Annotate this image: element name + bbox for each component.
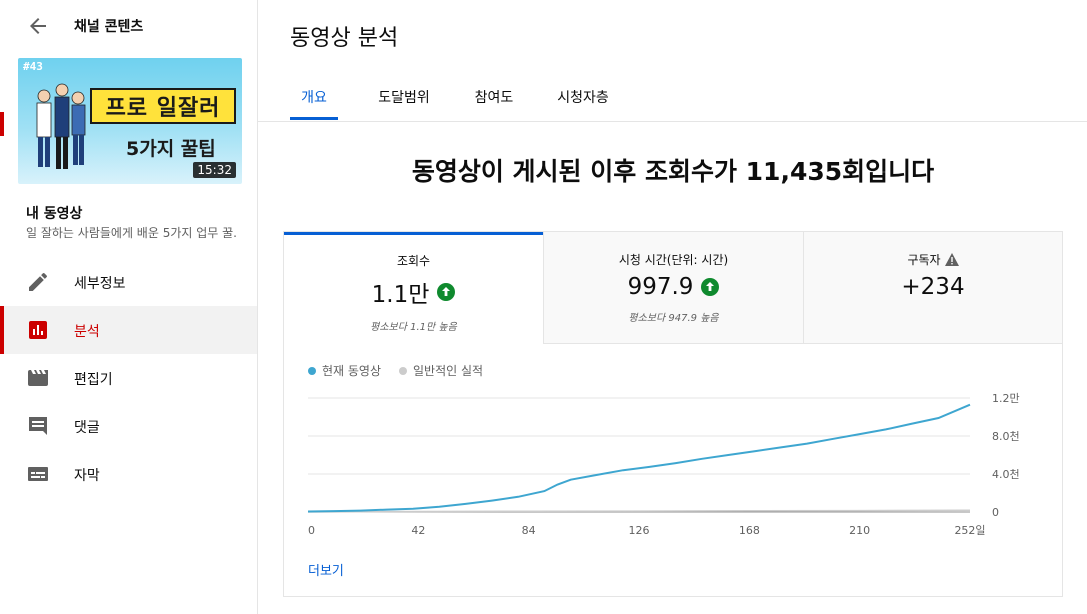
video-duration: 15:32 — [193, 162, 236, 178]
page-title: 동영상 분석 — [290, 26, 399, 51]
legend-dot-icon — [399, 366, 408, 375]
comment-icon — [29, 417, 47, 435]
video-description: 일 잘하는 사람들에게 배운 5가지 업무 꿀... — [26, 226, 236, 240]
edge-mark — [0, 112, 4, 136]
tab-bar: 개요 도달범위 참여도 시청자층 — [258, 78, 1087, 122]
y-tick-label: 1.2만 — [992, 392, 1020, 405]
metric-label: 조회수 — [396, 254, 431, 268]
metric-value: 1.1만 — [371, 282, 430, 308]
metric-views[interactable]: 조회수 1.1만 평소보다 1.1만 높음 — [284, 232, 543, 344]
metric-subscribers[interactable]: 구독자 +234 — [803, 232, 1062, 344]
tab-reach[interactable]: 도달범위 — [378, 90, 430, 106]
legend-item-current: 현재 동영상 — [308, 362, 381, 379]
legend-dot-icon — [308, 366, 316, 375]
y-tick-label: 8.0천 — [992, 429, 1020, 443]
clapper-icon — [28, 370, 48, 386]
sidebar-item-label: 세부정보 — [74, 276, 126, 292]
x-tick-label: 0 — [308, 524, 315, 537]
edge-mark — [0, 306, 4, 354]
warning-icon — [944, 253, 959, 266]
metric-value: +234 — [901, 274, 965, 300]
people-illustration-icon — [36, 83, 86, 169]
sidebar-item-analytics[interactable]: 분석 — [0, 306, 257, 354]
sidebar-item-label: 댓글 — [74, 420, 100, 436]
tab-engagement[interactable]: 참여도 — [474, 90, 514, 106]
trend-up-icon — [701, 278, 720, 296]
legend-label: 현재 동영상 — [322, 364, 382, 378]
metric-note: 평소보다 947.9 높음 — [628, 313, 719, 324]
sidebar-item-label: 편집기 — [74, 372, 113, 388]
tab-overview[interactable]: 개요 — [290, 78, 338, 120]
series-line-typical — [307, 509, 971, 513]
sidebar-item-subtitles[interactable]: 자막 — [0, 450, 257, 498]
y-tick-label: 4.0천 — [992, 467, 1020, 481]
metric-value-row: 1.1만 — [284, 275, 543, 309]
see-more-link[interactable]: 더보기 — [308, 564, 344, 579]
x-tick-label: 84 — [522, 524, 536, 537]
metric-label: 구독자 — [907, 253, 941, 267]
metric-watch-time[interactable]: 시청 시간(단위: 시간) 997.9 평소보다 947.9 높음 — [543, 232, 803, 344]
sidebar-item-details[interactable]: 세부정보 — [0, 258, 257, 306]
trend-up-icon — [437, 283, 456, 301]
x-tick-label: 42 — [411, 524, 425, 537]
metric-label: 시청 시간(단위: 시간) — [618, 253, 729, 267]
analytics-card: 조회수 1.1만 평소보다 1.1만 높음 시청 시간(단위: 시간) 997.… — [283, 231, 1063, 597]
pencil-icon — [29, 272, 47, 291]
sidebar-item-comments[interactable]: 댓글 — [0, 402, 257, 450]
metric-value: 997.9 — [627, 274, 694, 300]
thumbnail-subline: 5가지 꿀팁 — [126, 138, 216, 160]
legend-label: 일반적인 실적 — [413, 364, 484, 378]
x-tick-label: 126 — [629, 524, 650, 537]
metric-value-row: +234 — [804, 274, 1062, 300]
x-tick-label: 168 — [739, 524, 760, 537]
video-thumbnail[interactable]: #43 프로 일잘러 5가지 꿀팁 15:32 — [18, 58, 242, 184]
back-arrow-icon — [30, 18, 46, 34]
sidebar-item-label: 자막 — [74, 468, 100, 484]
x-tick-label: 210 — [849, 524, 870, 537]
sidebar-nav: 세부정보 분석 편집기 댓글 — [0, 258, 257, 498]
sidebar: 채널 콘텐츠 #43 프로 일잘러 5가지 꿀팁 15:32 내 동영상 일 잘… — [0, 0, 258, 614]
metric-value-row: 997.9 — [544, 274, 803, 300]
subtitles-icon — [28, 467, 48, 481]
sidebar-item-label: 분석 — [74, 324, 100, 340]
back-button[interactable] — [26, 12, 50, 40]
sidebar-title: 채널 콘텐츠 — [74, 19, 144, 35]
chart-legend: 현재 동영상 일반적인 실적 — [308, 362, 483, 379]
series-line-current — [307, 403, 971, 513]
views-headline: 동영상이 게시된 이후 조회수가 11,435회입니다 — [411, 157, 935, 186]
x-tick-label: 252일 — [954, 523, 985, 537]
sidebar-item-editor[interactable]: 편집기 — [0, 354, 257, 402]
analytics-icon — [29, 321, 47, 339]
tab-audience[interactable]: 시청자층 — [557, 90, 609, 106]
views-line-chart: 0 4.0천 8.0천 1.2만 0 42 84 126 168 210 252일 — [307, 392, 1020, 537]
metric-label-row: 구독자 — [804, 251, 1062, 268]
video-section-title: 내 동영상 — [26, 206, 83, 222]
metric-note: 평소보다 1.1만 높음 — [370, 322, 457, 333]
legend-item-typical: 일반적인 실적 — [399, 362, 483, 379]
thumbnail-headline: 프로 일잘러 — [90, 88, 236, 124]
y-tick-label: 0 — [992, 506, 999, 519]
thumbnail-episode: #43 — [23, 60, 43, 73]
